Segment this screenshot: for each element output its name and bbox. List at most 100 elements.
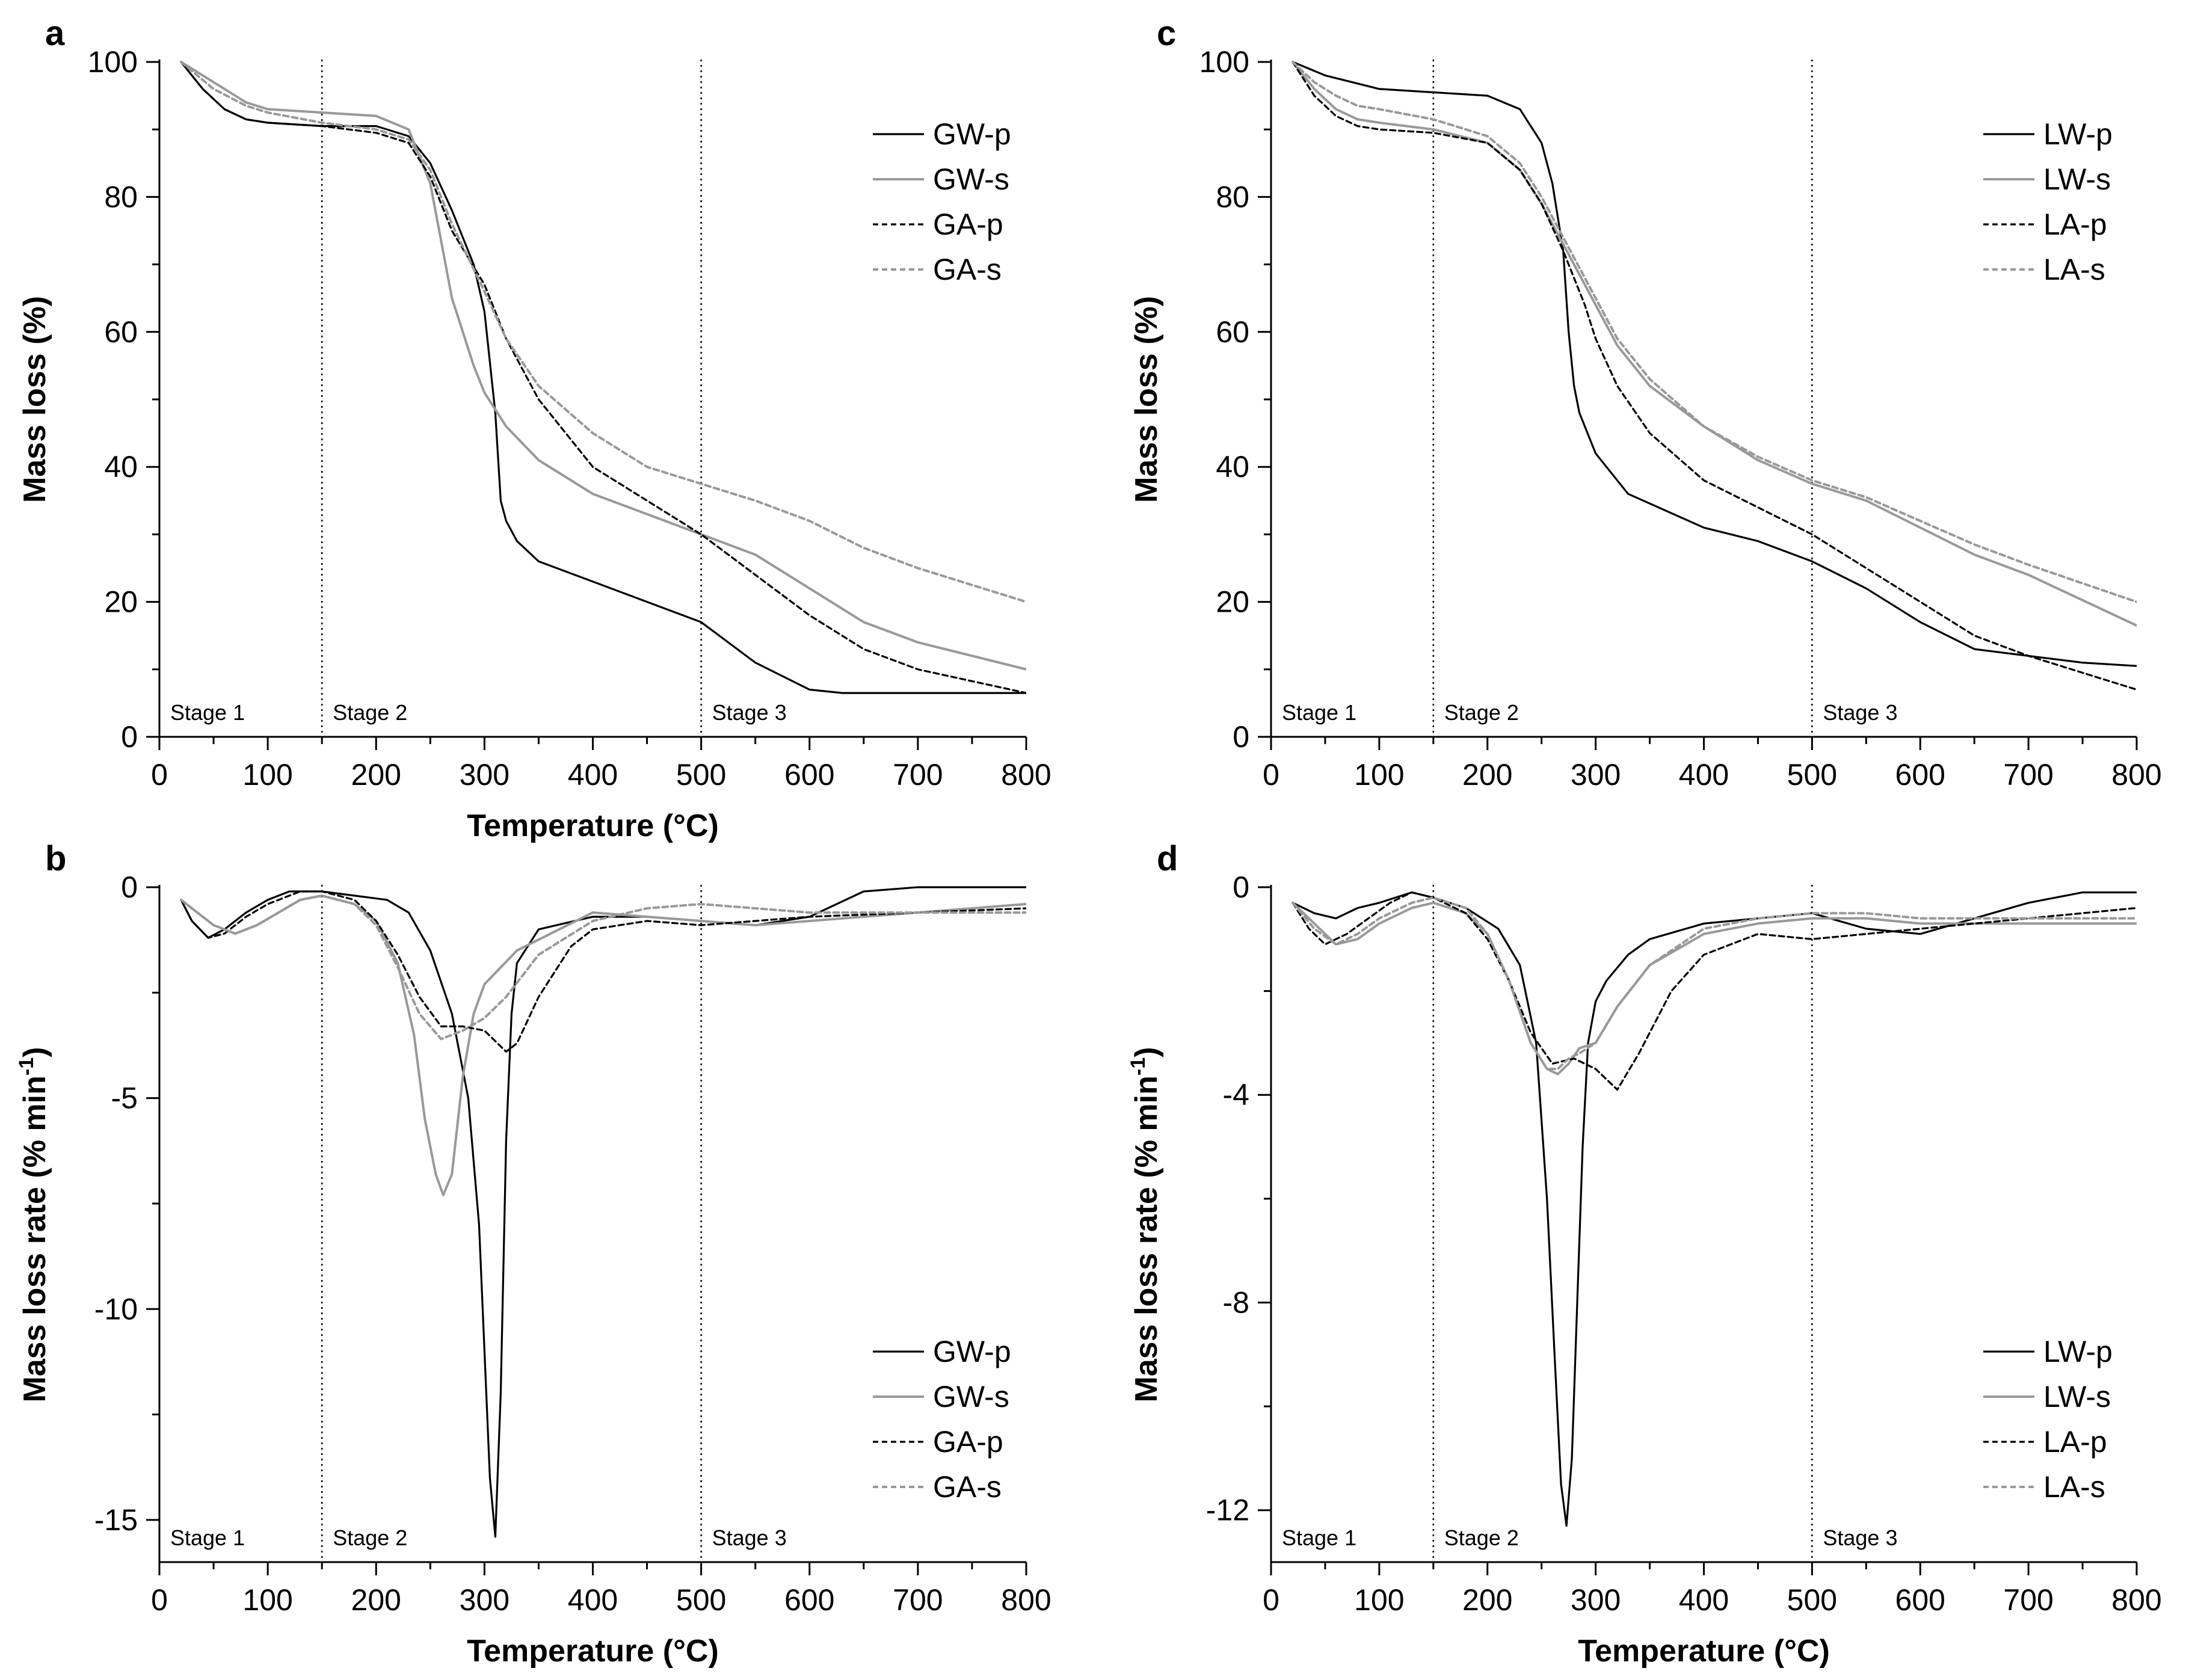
x-tick-label: 100: [242, 1583, 292, 1617]
series-line-ga-p: [180, 890, 1026, 1053]
x-tick-label: 300: [460, 758, 510, 792]
y-axis-title-main: Mass loss rate (% min: [1129, 1075, 1164, 1402]
legend: LW-p LW-s LA-p LA-s: [1983, 1335, 2113, 1504]
x-tick-label: 400: [568, 758, 618, 792]
legend-label: GA-s: [933, 1470, 1002, 1504]
legend-label: LA-p: [2043, 1425, 2107, 1459]
x-tick-label: 0: [151, 1583, 168, 1617]
series-line-gw-p: [180, 61, 1026, 694]
y-tick-label: 80: [1216, 180, 1249, 214]
x-tick-label: 500: [1787, 758, 1837, 792]
x-axis-title: Temperature (°C): [467, 808, 719, 843]
panel-label: a: [45, 14, 65, 53]
x-tick-label: 200: [351, 758, 401, 792]
legend-label: GW-p: [933, 1335, 1011, 1368]
legend: GW-p GW-s GA-p GA-s: [873, 1335, 1011, 1504]
y-tick-label: -5: [111, 1082, 138, 1115]
legend-label: GW-s: [933, 1380, 1009, 1414]
series-line-la-s: [1291, 896, 2137, 1071]
y-tick-label: 20: [104, 585, 138, 619]
y-axis-title: Mass loss (%): [17, 296, 52, 503]
series-line-gw-s: [180, 61, 1026, 671]
stage-label: Stage 1: [170, 1525, 245, 1550]
x-tick-label: 0: [151, 758, 168, 792]
x-tick-label: 300: [1571, 758, 1621, 792]
x-tick-label: 300: [460, 1583, 510, 1617]
stage-label: Stage 2: [333, 1525, 407, 1550]
y-tick-label: 0: [121, 870, 138, 904]
series-line-gw-p: [180, 886, 1026, 1538]
x-tick-label: 0: [1263, 1583, 1279, 1617]
y-tick-label: 60: [104, 315, 138, 349]
legend-label: GA-p: [933, 208, 1003, 241]
series-line-la-s: [1291, 61, 2137, 603]
legend-label: LA-s: [2043, 1470, 2105, 1504]
series-line-lw-s: [1291, 61, 2137, 627]
panel-label: d: [1157, 839, 1178, 878]
legend-label: GW-p: [933, 117, 1011, 151]
legend: LW-p LW-s LA-p LA-s: [1983, 117, 2113, 286]
stage-label: Stage 2: [1444, 700, 1519, 725]
series-line-lw-s: [1291, 901, 2137, 1075]
y-axis-title-superscript: -1: [15, 1057, 38, 1075]
x-tick-label: 200: [1462, 758, 1512, 792]
x-tick-label: 600: [784, 758, 834, 792]
series-line-ga-s: [180, 61, 1026, 603]
stage-label: Stage 1: [170, 700, 245, 725]
x-tick-label: 800: [2111, 758, 2161, 792]
stage-label: Stage 3: [712, 1525, 787, 1550]
x-tick-label: 500: [676, 1583, 726, 1617]
legend-label: GW-s: [933, 162, 1009, 196]
x-tick-label: 200: [1462, 1583, 1512, 1617]
y-tick-label: 40: [104, 450, 138, 484]
y-tick-label: 20: [1216, 585, 1249, 619]
x-tick-label: 400: [568, 1583, 618, 1617]
y-axis-title: Mass loss (%): [1129, 296, 1164, 503]
y-tick-label: 80: [104, 180, 138, 214]
y-tick-label: -10: [94, 1292, 138, 1326]
x-tick-label: 700: [2003, 758, 2053, 792]
x-tick-label: 800: [2111, 1583, 2161, 1617]
x-tick-label: 100: [242, 758, 292, 792]
series-line-lw-p: [1291, 61, 2137, 667]
x-tick-label: 500: [1787, 1583, 1837, 1617]
y-tick-label: 40: [1216, 450, 1249, 484]
y-tick-label: -12: [1206, 1494, 1249, 1527]
legend: GW-p GW-s GA-p GA-s: [873, 117, 1011, 286]
panel-label: c: [1157, 14, 1176, 53]
x-tick-label: 0: [1263, 758, 1279, 792]
y-axis-title-main: Mass loss rate (% min: [17, 1075, 52, 1402]
legend-label: LW-p: [2043, 117, 2113, 151]
y-axis-title-end: ): [17, 1047, 52, 1057]
stage-label: Stage 3: [712, 700, 787, 725]
series-line-la-p: [1291, 891, 2137, 1091]
x-tick-label: 100: [1354, 758, 1404, 792]
stage-label: Stage 1: [1282, 1525, 1356, 1550]
legend-label: LA-s: [2043, 253, 2105, 286]
panel-c: c 0 100 200 300 400 500 600 700 800 0 20 40 60 80 100 Ma…: [1129, 14, 2162, 792]
x-tick-label: 400: [1679, 758, 1729, 792]
y-tick-label: 100: [88, 45, 138, 79]
y-tick-label: -8: [1223, 1285, 1249, 1319]
x-tick-label: 400: [1679, 1583, 1729, 1617]
y-tick-label: 0: [1233, 720, 1249, 754]
y-tick-label: -15: [94, 1503, 138, 1537]
x-tick-label: 700: [2003, 1583, 2053, 1617]
panel-b: b 0 100 200 300 400 500 600 700 800 -15 -10 -5 0 Tempe…: [15, 839, 1051, 1669]
stage-label: Stage 2: [1444, 1525, 1519, 1550]
series-line-ga-s: [180, 894, 1026, 1041]
stage-label: Stage 2: [333, 700, 407, 725]
series-line-gw-s: [180, 894, 1026, 1196]
x-tick-label: 800: [1001, 758, 1051, 792]
legend-label: LA-p: [2043, 208, 2107, 241]
x-tick-label: 700: [893, 758, 943, 792]
x-tick-label: 600: [784, 1583, 834, 1617]
x-tick-label: 300: [1571, 1583, 1621, 1617]
series-line-la-p: [1291, 61, 2137, 691]
panel-d: d 0 100 200 300 400 500 600 700 800 -12 -8 -4 0 Temper…: [1127, 839, 2162, 1669]
legend-label: GA-s: [933, 253, 1002, 286]
x-tick-label: 200: [351, 1583, 401, 1617]
y-tick-label: 0: [1233, 870, 1249, 904]
stage-label: Stage 3: [1823, 1525, 1897, 1550]
